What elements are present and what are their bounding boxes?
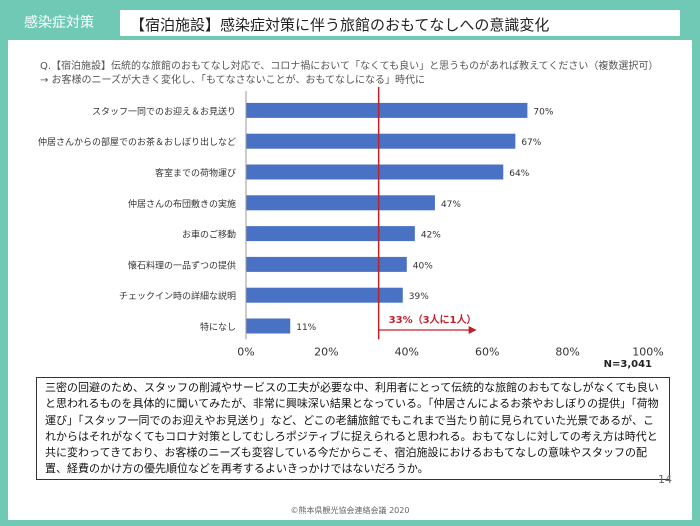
bar <box>246 318 291 334</box>
page-number: 14 <box>658 473 672 486</box>
category-label: チェックイン時の詳細な説明 <box>119 290 236 302</box>
category-label: 仲居さんからの部屋でのお茶＆おしぼり出しなど <box>38 136 236 148</box>
x-tick-label: 20% <box>314 345 338 358</box>
title-box: 【宿泊施設】感染症対策に伴う旅館のおもてなしへの意識変化 <box>120 10 680 36</box>
x-tick-label: 0% <box>237 345 254 358</box>
category-label: 特になし <box>200 321 236 333</box>
value-label: 42% <box>421 231 441 241</box>
x-tick-label: 40% <box>395 345 419 358</box>
value-label: 67% <box>521 138 541 148</box>
bar-chart: スタッフ一同でのお迎え＆お見送り 70% 仲居さんからの部屋でのお茶＆おしぼり出しな… <box>38 87 664 358</box>
sample-size-label: N=3,041 <box>603 359 652 370</box>
value-label: 40% <box>413 261 433 271</box>
bar <box>246 164 504 180</box>
reference-line-label: 33%（3人に1人） <box>389 313 477 326</box>
section-tag: 感染症対策 <box>24 15 94 31</box>
category-label: お車のご移動 <box>182 229 236 241</box>
bar <box>246 102 528 118</box>
category-label: スタッフ一同でのお迎え＆お見送り <box>92 105 236 117</box>
question-text: Q.【宿泊施設】伝統的な旅館のおもてなし対応で、コロナ禍において「なくても良い」… <box>40 61 659 72</box>
bar <box>246 287 403 303</box>
copyright: ©熊本県観光協会連絡会議 2020 <box>290 506 410 515</box>
value-label: 47% <box>441 200 461 210</box>
x-tick-label: 60% <box>475 345 499 358</box>
x-tick-label: 100% <box>632 345 663 358</box>
category-label: 客室までの荷物運び <box>155 167 236 179</box>
bar <box>246 195 435 211</box>
value-label: 70% <box>533 107 553 117</box>
bar <box>246 226 415 242</box>
category-label: 懐石料理の一品ずつの提供 <box>128 259 236 271</box>
value-label: 39% <box>409 292 429 302</box>
category-label: 仲居さんの布団敷きの実施 <box>128 198 236 210</box>
summary-text: 三密の回避のため、スタッフの削減やサービスの工夫が必要な中、利用者にとって伝統的… <box>45 381 659 476</box>
x-tick-label: 80% <box>555 345 579 358</box>
page-title: 【宿泊施設】感染症対策に伴う旅館のおもてなしへの意識変化 <box>130 16 550 34</box>
value-label: 11% <box>296 323 316 333</box>
bar <box>246 256 407 272</box>
summary-box: 三密の回避のため、スタッフの削減やサービスの工夫が必要な中、利用者にとって伝統的… <box>36 377 670 480</box>
value-label: 64% <box>509 169 529 179</box>
slide-body: Q.【宿泊施設】伝統的な旅館のおもてなし対応で、コロナ禍において「なくても良い」… <box>8 40 692 520</box>
bar <box>246 133 516 149</box>
question-subtext: → お客様のニーズが大きく変化し、「もてなさないことが、おもてなしになる」時代に <box>40 75 426 86</box>
reference-arrow-head <box>468 326 477 334</box>
